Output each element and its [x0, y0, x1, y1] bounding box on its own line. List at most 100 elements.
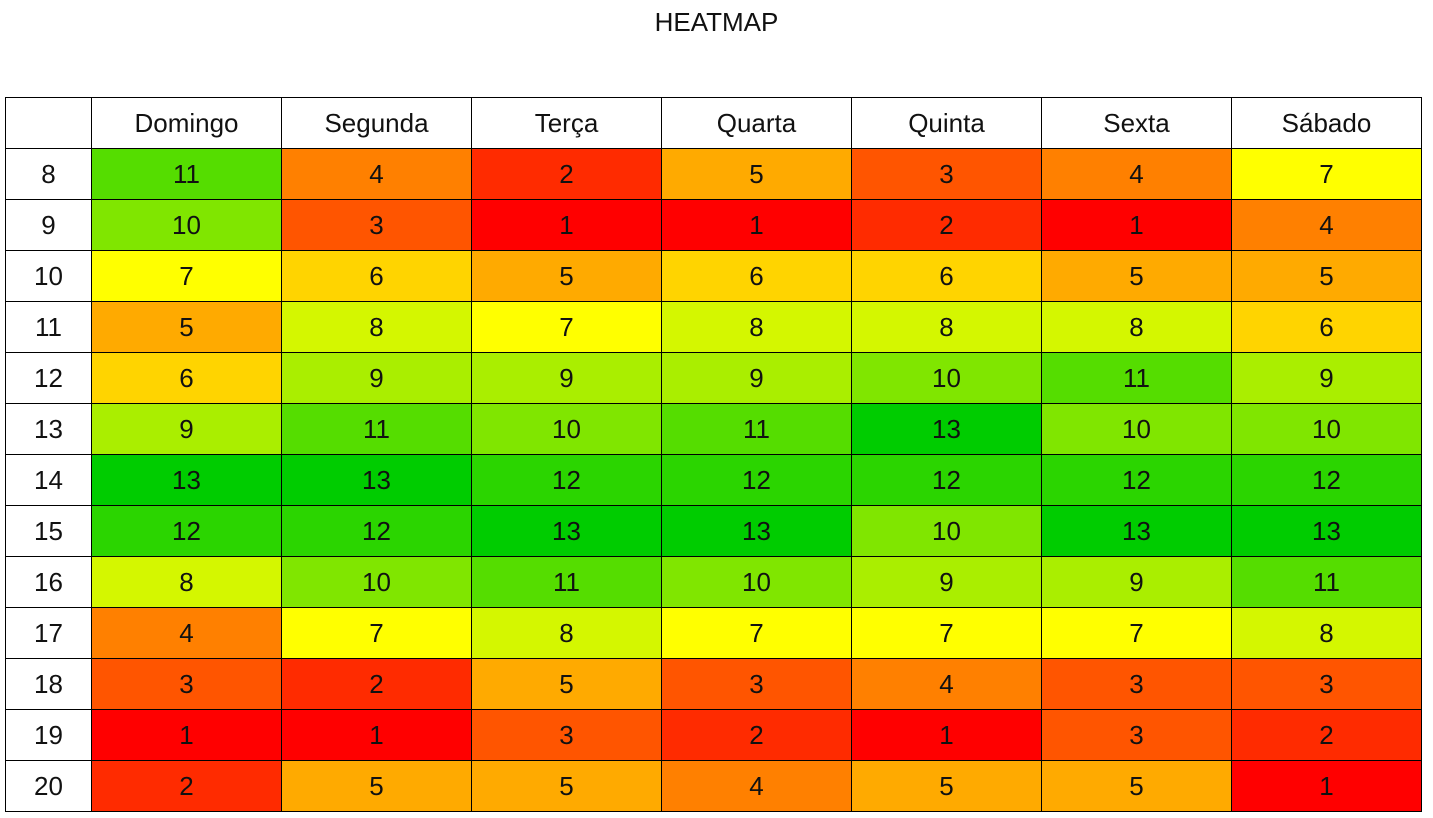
heatmap-cell: 7 — [851, 607, 1042, 659]
heatmap-cell: 8 — [91, 556, 282, 608]
heatmap-cell: 4 — [1231, 199, 1422, 251]
heatmap-row: 17 4 7 8 7 7 7 8 — [5, 607, 1422, 659]
heatmap-cell: 6 — [91, 352, 282, 404]
heatmap-cell: 3 — [1041, 658, 1232, 710]
heatmap-row: 12 6 9 9 9 10 11 9 — [5, 352, 1422, 404]
heatmap-cell: 3 — [1041, 709, 1232, 761]
heatmap-cell: 10 — [661, 556, 852, 608]
heatmap-cell: 13 — [91, 454, 282, 506]
heatmap-cell: 3 — [851, 148, 1042, 200]
heatmap-cell: 6 — [1231, 301, 1422, 353]
column-header: Sábado — [1231, 97, 1422, 149]
heatmap-cell: 1 — [471, 199, 662, 251]
heatmap-cell: 12 — [1231, 454, 1422, 506]
heatmap-row: 15 12 12 13 13 10 13 13 — [5, 505, 1422, 557]
heatmap-cell: 1 — [851, 709, 1042, 761]
row-label: 12 — [5, 352, 92, 404]
heatmap-cell: 4 — [1041, 148, 1232, 200]
heatmap-cell: 5 — [661, 148, 852, 200]
heatmap-cell: 10 — [1231, 403, 1422, 455]
heatmap-cell: 3 — [471, 709, 662, 761]
column-header: Terça — [471, 97, 662, 149]
heatmap-cell: 5 — [471, 658, 662, 710]
heatmap-cell: 11 — [1231, 556, 1422, 608]
heatmap-cell: 1 — [281, 709, 472, 761]
heatmap-cell: 10 — [851, 505, 1042, 557]
heatmap-cell: 4 — [91, 607, 282, 659]
heatmap-row: 19 1 1 3 2 1 3 2 — [5, 709, 1422, 761]
heatmap-cell: 10 — [1041, 403, 1232, 455]
heatmap-cell: 2 — [851, 199, 1042, 251]
header-row: Domingo Segunda Terça Quarta Quinta Sexta Sába… — [5, 97, 1422, 149]
heatmap-cell: 1 — [91, 709, 282, 761]
column-header: Sexta — [1041, 97, 1232, 149]
heatmap-cell: 7 — [661, 607, 852, 659]
corner-cell — [5, 97, 92, 149]
heatmap-cell: 12 — [661, 454, 852, 506]
heatmap-cell: 8 — [471, 607, 662, 659]
heatmap-cell: 5 — [1231, 250, 1422, 302]
heatmap-cell: 5 — [91, 301, 282, 353]
heatmap-cell: 13 — [851, 403, 1042, 455]
heatmap-cell: 1 — [1231, 760, 1422, 812]
heatmap-cell: 8 — [281, 301, 472, 353]
heatmap-cell: 7 — [1041, 607, 1232, 659]
row-label: 8 — [5, 148, 92, 200]
heatmap-cell: 8 — [851, 301, 1042, 353]
heatmap-table: Domingo Segunda Terça Quarta Quinta Sexta Sába… — [5, 97, 1422, 812]
heatmap-cell: 13 — [471, 505, 662, 557]
chart-title: HEATMAP — [654, 7, 779, 37]
heatmap-cell: 10 — [281, 556, 472, 608]
heatmap-cell: 10 — [851, 352, 1042, 404]
column-header: Quarta — [661, 97, 852, 149]
heatmap-cell: 3 — [1231, 658, 1422, 710]
heatmap-row: 16 8 10 11 10 9 9 11 — [5, 556, 1422, 608]
heatmap-cell: 12 — [851, 454, 1042, 506]
heatmap-cell: 8 — [1041, 301, 1232, 353]
heatmap-cell: 3 — [281, 199, 472, 251]
column-header: Domingo — [91, 97, 282, 149]
heatmap-cell: 1 — [1041, 199, 1232, 251]
heatmap-row: 9 10 3 1 1 2 1 4 — [5, 199, 1422, 251]
row-label: 13 — [5, 403, 92, 455]
heatmap-cell: 12 — [281, 505, 472, 557]
heatmap-cell: 11 — [661, 403, 852, 455]
heatmap-cell: 7 — [281, 607, 472, 659]
heatmap-cell: 9 — [1041, 556, 1232, 608]
heatmap-cell: 5 — [851, 760, 1042, 812]
heatmap-cell: 9 — [91, 403, 282, 455]
heatmap-cell: 9 — [851, 556, 1042, 608]
heatmap-cell: 8 — [1231, 607, 1422, 659]
heatmap-body: 8 11 4 2 5 3 4 7 9 10 3 1 1 2 1 4 10 7 6 5 6 6 5 5 11 5 8 7 8 8 8 6 12 6 9… — [5, 148, 1422, 812]
row-label: 16 — [5, 556, 92, 608]
heatmap-cell: 6 — [661, 250, 852, 302]
heatmap-cell: 7 — [91, 250, 282, 302]
row-label: 20 — [5, 760, 92, 812]
heatmap-cell: 12 — [1041, 454, 1232, 506]
heatmap-cell: 5 — [471, 250, 662, 302]
heatmap-cell: 4 — [661, 760, 852, 812]
heatmap-cell: 13 — [1231, 505, 1422, 557]
heatmap-cell: 13 — [281, 454, 472, 506]
heatmap-cell: 3 — [661, 658, 852, 710]
heatmap-cell: 13 — [1041, 505, 1232, 557]
heatmap-row: 8 11 4 2 5 3 4 7 — [5, 148, 1422, 200]
heatmap-row: 18 3 2 5 3 4 3 3 — [5, 658, 1422, 710]
heatmap-cell: 6 — [281, 250, 472, 302]
heatmap-cell: 6 — [851, 250, 1042, 302]
row-label: 17 — [5, 607, 92, 659]
heatmap-cell: 13 — [661, 505, 852, 557]
heatmap-cell: 9 — [471, 352, 662, 404]
column-header: Quinta — [851, 97, 1042, 149]
heatmap-row: 10 7 6 5 6 6 5 5 — [5, 250, 1422, 302]
column-header: Segunda — [281, 97, 472, 149]
heatmap-cell: 2 — [1231, 709, 1422, 761]
heatmap-cell: 5 — [281, 760, 472, 812]
heatmap-cell: 10 — [91, 199, 282, 251]
row-label: 9 — [5, 199, 92, 251]
heatmap-cell: 2 — [281, 658, 472, 710]
row-label: 18 — [5, 658, 92, 710]
heatmap-cell: 12 — [471, 454, 662, 506]
heatmap-cell: 1 — [661, 199, 852, 251]
heatmap-cell: 9 — [661, 352, 852, 404]
